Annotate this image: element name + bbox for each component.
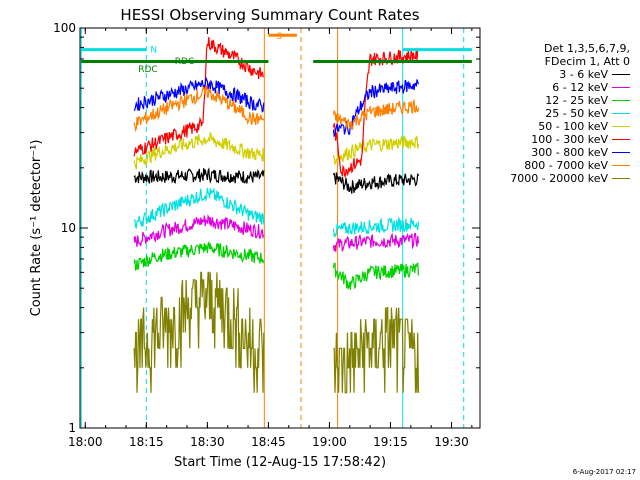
series-line-4 <box>332 135 420 166</box>
legend-entry: 100 - 300 keV <box>440 133 630 146</box>
x-tick-label: 18:15 <box>129 435 164 449</box>
series-line-0 <box>332 172 420 194</box>
legend-swatch <box>612 165 630 166</box>
plot-frame <box>79 27 481 429</box>
series-line-7 <box>332 98 420 131</box>
legend-swatch <box>612 74 630 75</box>
annotation-label: RDC <box>138 65 157 75</box>
chart-title: HESSI Observing Summary Count Rates <box>120 6 419 24</box>
legend-entry-label: 300 - 800 keV <box>531 146 608 159</box>
legend-entry-label: 7000 - 20000 keV <box>510 172 608 185</box>
y-tick-label: 100 <box>53 21 76 35</box>
series-line-8 <box>333 307 420 394</box>
series-line-4 <box>133 131 265 170</box>
legend-entry-label: 100 - 300 keV <box>531 133 608 146</box>
legend-entry: 25 - 50 keV <box>440 107 630 120</box>
x-tick-label: 18:45 <box>251 435 286 449</box>
legend-entry-label: 3 - 6 keV <box>559 68 608 81</box>
series-line-3 <box>133 187 265 230</box>
legend-entry-label: 800 - 7000 keV <box>524 159 608 172</box>
x-tick-label: 19:00 <box>312 435 347 449</box>
y-tick-label: 1 <box>68 421 76 435</box>
legend-entry-label: 6 - 12 keV <box>552 81 608 94</box>
legend-entry: 300 - 800 keV <box>440 146 630 159</box>
x-tick-label: 18:00 <box>68 435 103 449</box>
legend-entry: 12 - 25 keV <box>440 94 630 107</box>
legend-swatch <box>612 126 630 127</box>
x-tick-label: 19:15 <box>373 435 408 449</box>
axis-ticks: 18:00 18:15 18:30 18:45 19:00 19:15 19:30 1 10 10… <box>53 21 480 449</box>
legend-entry: 3 - 6 keV <box>440 68 630 81</box>
series-line-6 <box>133 77 265 113</box>
legend-entry: 6 - 12 keV <box>440 81 630 94</box>
series-line-1 <box>133 214 265 247</box>
series-line-6 <box>332 79 420 138</box>
y-axis-label: Count Rate (s⁻¹ detector⁻¹) <box>29 140 44 317</box>
x-tick-label: 19:30 <box>434 435 469 449</box>
legend-entries: 3 - 6 keV 6 - 12 keV 12 - 25 keV 25 - 50 ke… <box>440 68 630 185</box>
footer-timestamp: 6-Aug-2017 02:17 <box>572 468 636 476</box>
annotation-label: S <box>277 32 283 42</box>
legend-swatch <box>612 87 630 88</box>
series-line-5 <box>332 47 420 179</box>
legend-swatch <box>612 152 630 153</box>
legend-header-line-1: Det 1,3,5,6,7,9, <box>543 42 630 55</box>
legend-swatch <box>612 113 630 114</box>
annotation-label: RDC <box>175 57 194 67</box>
legend-entry-label: 50 - 100 keV <box>538 120 608 133</box>
annotation-layer: N S RDC RDC <box>81 32 472 75</box>
legend-entry: 800 - 7000 keV <box>440 159 630 172</box>
series-line-0 <box>133 167 265 184</box>
legend-entry-label: 12 - 25 keV <box>545 94 608 107</box>
annotation-label: N <box>150 45 157 55</box>
legend-header-line-2: FDecim 1, Att 0 <box>544 55 630 68</box>
legend-swatch <box>612 139 630 140</box>
series-line-5 <box>133 36 265 157</box>
series-line-3 <box>332 216 420 239</box>
legend-entry: 7000 - 20000 keV <box>440 172 630 185</box>
legend: Det 1,3,5,6,7,9, FDecim 1, Att 0 3 - 6 k… <box>440 42 630 185</box>
series-line-7 <box>133 85 265 133</box>
series-line-2 <box>332 262 420 290</box>
legend-swatch <box>612 178 630 179</box>
series-layer <box>133 36 420 394</box>
series-line-8 <box>133 271 265 393</box>
legend-swatch <box>612 100 630 101</box>
y-tick-label: 10 <box>61 221 76 235</box>
legend-entry: 50 - 100 keV <box>440 120 630 133</box>
legend-entry-label: 25 - 50 keV <box>545 107 608 120</box>
series-line-1 <box>332 232 420 252</box>
x-tick-label: 18:30 <box>190 435 225 449</box>
x-axis-label: Start Time (12-Aug-15 17:58:42) <box>174 455 386 470</box>
series-line-2 <box>133 241 265 271</box>
